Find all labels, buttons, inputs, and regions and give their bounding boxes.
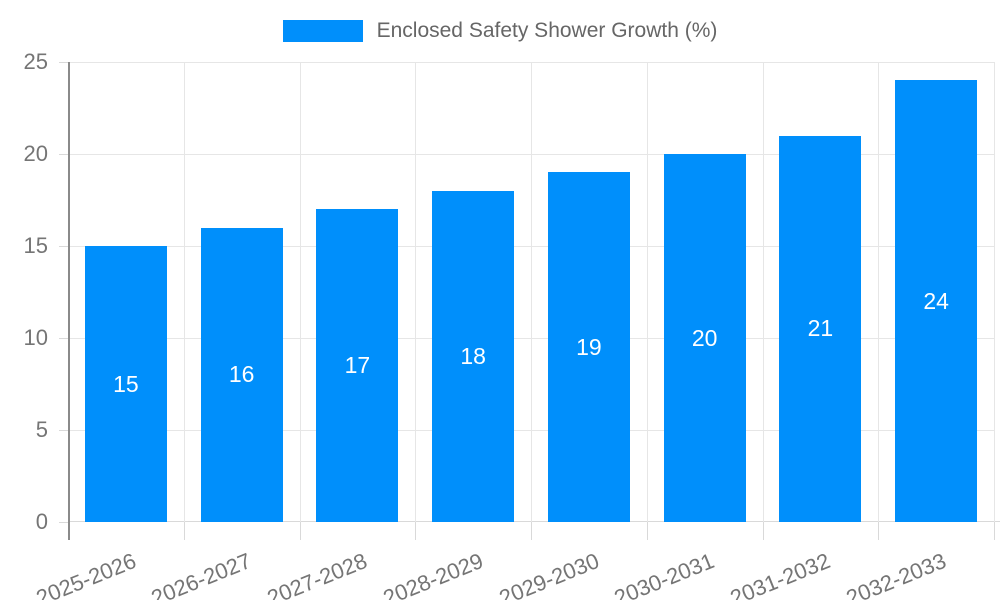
bar-value-label: 16 (228, 361, 255, 388)
bar-value-label: 20 (691, 324, 718, 351)
bar-value-label: 21 (807, 315, 834, 342)
x-tick (299, 522, 301, 540)
bar[interactable]: 21 (779, 135, 862, 522)
y-tick-label: 10 (23, 325, 48, 350)
y-tick-label: 15 (23, 233, 48, 258)
y-tick-label: 0 (35, 509, 48, 534)
gridline-v (878, 62, 880, 522)
y-tick (59, 154, 68, 155)
legend-swatch (282, 20, 363, 42)
y-tick (59, 430, 68, 431)
gridline-v (415, 62, 417, 522)
plot-area: 0 5 10 15 20 25 15 2025-2026 16 2026-2027 17 2027-2… (24, 49, 1000, 600)
bar-value-label: 17 (344, 352, 371, 379)
x-tick (183, 522, 185, 540)
bar[interactable]: 15 (84, 246, 167, 522)
bar[interactable]: 20 (663, 154, 746, 522)
y-tick-label: 25 (23, 49, 48, 74)
x-tick-label: 2030-2031 (611, 548, 718, 600)
bar[interactable]: 16 (200, 227, 283, 522)
y-tick (59, 62, 68, 63)
x-tick (762, 522, 764, 540)
x-axis-baseline (68, 521, 1000, 522)
gridline-v (646, 62, 648, 522)
x-tick-label: 2032-2033 (842, 548, 950, 600)
x-tick-label: 2025-2026 (32, 548, 140, 600)
x-tick (531, 522, 532, 540)
x-tick (415, 522, 417, 540)
legend: Enclosed Safety Shower Growth (%) (0, 20, 1000, 42)
bar[interactable]: 18 (432, 190, 515, 522)
bar[interactable]: 17 (316, 209, 399, 522)
bar-value-label: 15 (113, 370, 139, 397)
gridline-v (531, 62, 532, 522)
x-tick-label: 2027-2028 (263, 548, 371, 600)
x-tick-label: 2031-2032 (726, 548, 834, 600)
x-tick (878, 522, 880, 540)
legend-label: Enclosed Safety Shower Growth (%) (376, 19, 718, 42)
y-tick (59, 522, 68, 523)
bar-value-label: 19 (576, 333, 602, 360)
y-tick-label: 5 (35, 417, 48, 442)
y-tick (59, 246, 68, 247)
gridline-v (762, 62, 764, 522)
bar[interactable]: 24 (895, 80, 978, 522)
x-tick-label: 2028-2029 (379, 548, 487, 600)
x-tick (646, 522, 648, 540)
gridline-v (994, 62, 995, 522)
y-tick (59, 338, 68, 339)
bar-value-label: 18 (460, 342, 486, 369)
gridline-v (299, 62, 301, 522)
bar[interactable]: 19 (547, 172, 630, 522)
x-tick-label: 2029-2030 (495, 548, 603, 600)
x-tick (994, 522, 995, 540)
gridline-v (183, 62, 185, 522)
y-axis-line (68, 62, 70, 540)
y-tick-label: 20 (23, 141, 48, 166)
legend-item[interactable]: Enclosed Safety Shower Growth (%) (282, 19, 718, 42)
x-tick-label: 2026-2027 (148, 548, 255, 600)
bar-value-label: 24 (923, 287, 949, 314)
